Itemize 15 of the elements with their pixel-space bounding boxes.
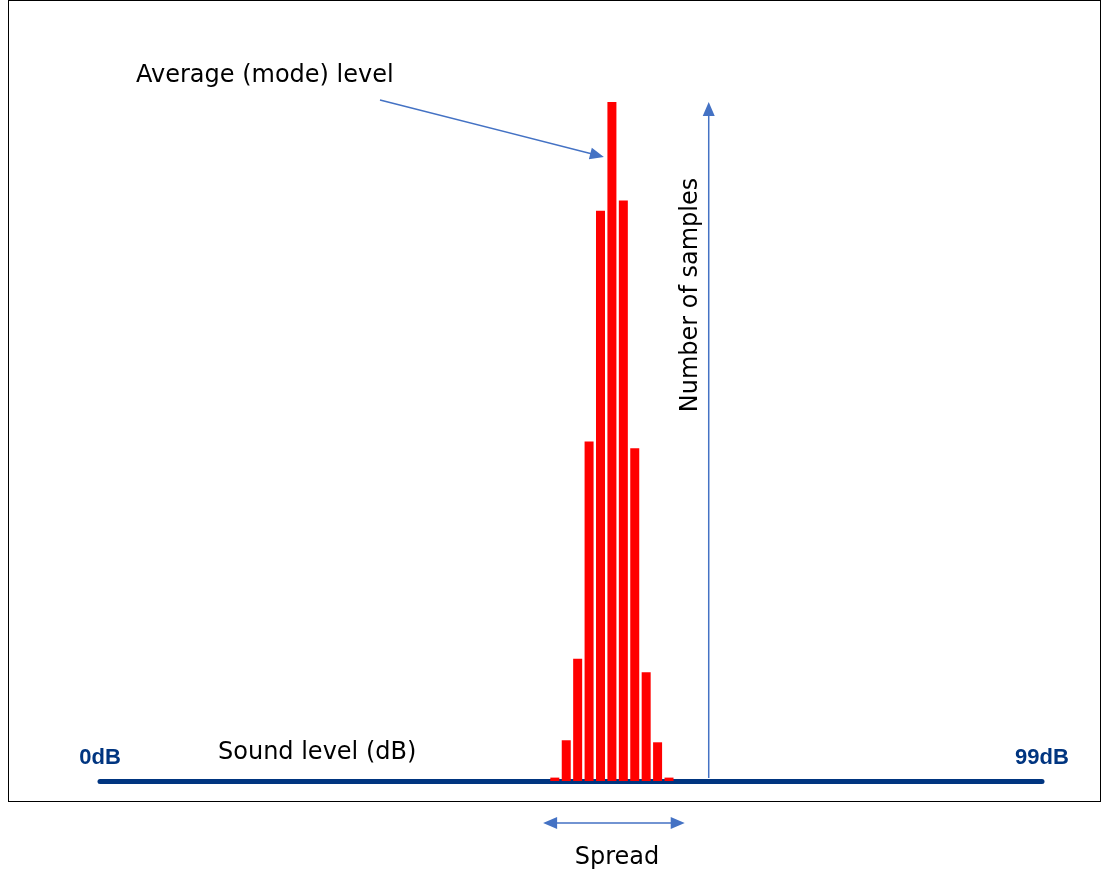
bar — [618, 200, 628, 781]
text: Spread — [574, 842, 660, 870]
text: Average (mode) level — [136, 60, 394, 88]
x-tick-label: 99dB — [1015, 743, 1069, 769]
bar — [584, 441, 594, 781]
x-tick-label: 0dB — [79, 743, 121, 769]
bar — [573, 658, 583, 781]
bar — [607, 102, 617, 781]
y-axis-title: Number of samples — [674, 177, 703, 413]
bar — [630, 448, 640, 781]
bar — [596, 210, 605, 781]
bar — [653, 742, 663, 781]
x-axis-title: Sound level (dB) — [218, 737, 417, 765]
bar — [641, 672, 651, 781]
bar — [561, 740, 571, 781]
